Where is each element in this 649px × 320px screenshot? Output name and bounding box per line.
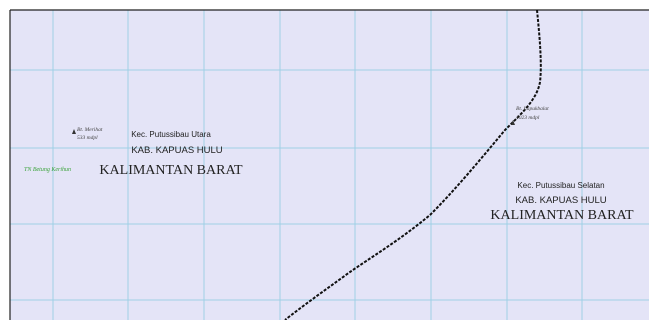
park-label: TN Betung Kerihun [24, 167, 71, 173]
peak-icon [72, 129, 76, 134]
peak-name: Bt. Lapukbalat [516, 106, 549, 112]
peak-name: Bt. Merihat [77, 127, 103, 133]
district-boundary [284, 9, 542, 320]
grid [10, 10, 649, 320]
regency-label: KAB. KAPUAS HULU [515, 195, 606, 206]
peak-elevation: 533 mdpl [77, 135, 98, 141]
map-background [10, 10, 649, 320]
regency-label: KAB. KAPUAS HULU [131, 145, 222, 156]
district-label: Kec. Putussibau Selatan [517, 181, 604, 190]
peak-elevation: 1023 mdpl [516, 115, 540, 121]
province-label: KALIMANTAN BARAT [490, 208, 634, 223]
peak-icon [511, 120, 515, 125]
province-label: KALIMANTAN BARAT [99, 163, 243, 178]
district-label: Kec. Putussibau Utara [131, 130, 211, 139]
